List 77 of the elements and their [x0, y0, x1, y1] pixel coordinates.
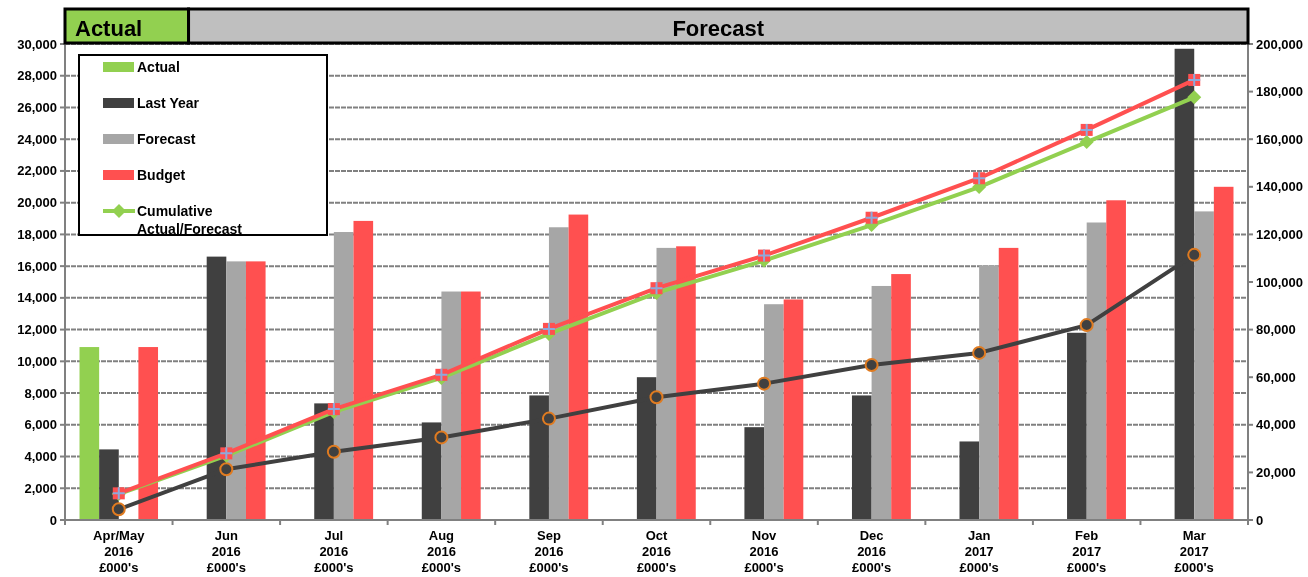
- y-tick-label: 6,000: [24, 417, 57, 433]
- y-tick-label: 4,000: [24, 449, 57, 465]
- x-tick-label: Dec 2016 £000's: [851, 528, 892, 575]
- y-tick-label: 0: [49, 512, 57, 528]
- x-tick-label: Apr/May 2016 £000's: [93, 528, 146, 575]
- x-tick-label: Jun 2016 £000's: [206, 528, 246, 575]
- bar: [871, 285, 892, 520]
- point: [541, 411, 556, 426]
- point: [1187, 90, 1202, 105]
- y2-tick-label: 180,000: [1256, 84, 1303, 100]
- y2-tick-label: 140,000: [1256, 179, 1303, 195]
- bar: [764, 304, 784, 520]
- point: [219, 462, 234, 477]
- bar: [656, 247, 677, 520]
- y2-tick-label: 80,000: [1256, 322, 1296, 338]
- text: Actual: [75, 16, 143, 41]
- bar: [1106, 200, 1126, 520]
- x-tick-label: Jul 2016 £000's: [314, 528, 354, 575]
- y-tick-label: 20,000: [17, 195, 57, 211]
- bar: [548, 227, 569, 520]
- bar: [744, 427, 765, 520]
- point: [1187, 247, 1202, 262]
- bar: [959, 441, 980, 520]
- point: [757, 376, 772, 391]
- legend-label: Forecast: [137, 131, 196, 147]
- bar: [851, 395, 872, 520]
- bar: [1194, 211, 1214, 520]
- point: [1079, 318, 1094, 333]
- y-tick-label: 8,000: [24, 385, 57, 401]
- x-tick-label: Oct 2016 £000's: [636, 528, 677, 575]
- bar: [79, 347, 100, 520]
- y-tick-label: 14,000: [17, 290, 57, 306]
- legend-label: Cumulative Actual/Forecast: [137, 203, 243, 237]
- y-tick-label: 2,000: [24, 480, 57, 496]
- legend-label: Actual: [137, 59, 180, 75]
- y-tick-label: 24,000: [17, 131, 57, 147]
- x-tick-label: Aug 2016 £000's: [421, 528, 462, 575]
- x-tick-label: Nov 2016 £000's: [744, 528, 784, 575]
- y2-tick-label: 200,000: [1256, 36, 1303, 52]
- y-tick-label: 28,000: [17, 68, 57, 84]
- y-tick-label: 10,000: [17, 353, 57, 369]
- y2-tick-label: 100,000: [1256, 274, 1303, 290]
- point: [326, 444, 341, 459]
- x-tick-label: Sep 2016 £000's: [529, 528, 569, 575]
- bar: [1086, 222, 1107, 520]
- x-tick-label: Feb 2017 £000's: [1067, 528, 1107, 575]
- y-tick-label: 18,000: [17, 226, 57, 242]
- y2-tick-label: 40,000: [1256, 417, 1296, 433]
- point: [434, 430, 449, 445]
- y2-tick-label: 20,000: [1256, 464, 1296, 480]
- bar: [998, 247, 1019, 520]
- y2-tick-label: 160,000: [1256, 131, 1303, 147]
- point: [972, 345, 987, 360]
- y-tick-label: 12,000: [17, 322, 57, 338]
- x-tick-label: Jan 2017 £000's: [959, 528, 999, 575]
- y2-tick-label: 120,000: [1256, 226, 1303, 242]
- point: [1079, 135, 1094, 150]
- bar: [979, 265, 999, 520]
- y-tick-label: 22,000: [17, 163, 57, 179]
- y2-tick-label: 0: [1256, 512, 1264, 528]
- point: [649, 390, 664, 405]
- point: [864, 358, 879, 373]
- y2-tick-label: 60,000: [1256, 369, 1296, 385]
- legend-label: Budget: [137, 167, 186, 183]
- bar: [783, 299, 804, 520]
- text: Forecast: [672, 16, 765, 41]
- legend-label: Last Year: [137, 95, 200, 111]
- point: [111, 502, 126, 517]
- bar: [1213, 186, 1234, 520]
- y-tick-label: 26,000: [17, 100, 57, 116]
- bar: [226, 261, 246, 520]
- bar: [441, 291, 462, 520]
- y-tick-label: 30,000: [17, 36, 57, 52]
- x-tick-label: Mar 2017 £000's: [1174, 528, 1214, 575]
- bar: [891, 274, 911, 520]
- y-tick-label: 16,000: [17, 258, 57, 274]
- bar: [333, 232, 354, 520]
